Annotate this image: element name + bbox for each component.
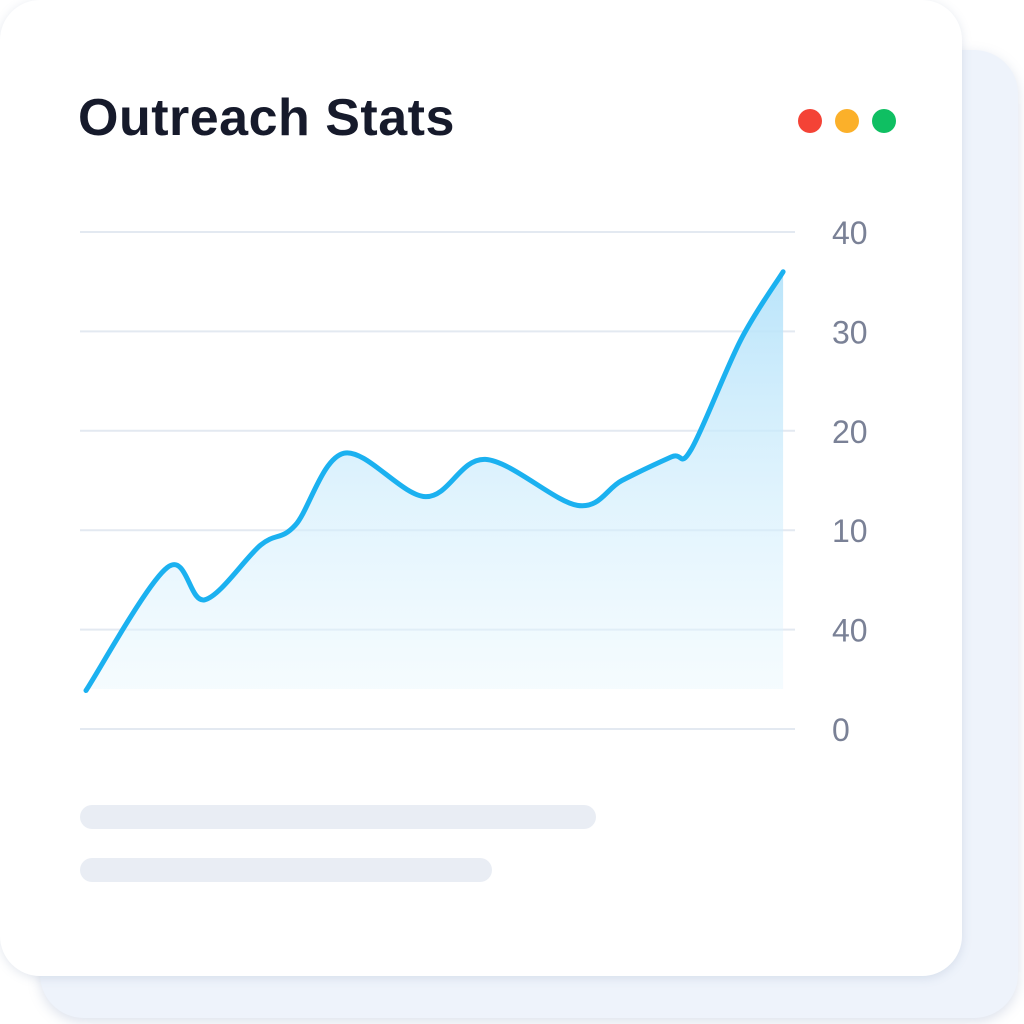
maximize-dot-icon[interactable] bbox=[872, 109, 896, 133]
y-tick-label: 20 bbox=[832, 414, 868, 450]
line-chart: 40 30 20 10 40 0 bbox=[80, 215, 868, 748]
y-tick-label: 30 bbox=[832, 314, 868, 350]
y-tick-label: 0 bbox=[832, 712, 850, 748]
placeholder-text-line bbox=[80, 858, 492, 882]
chart-area-fill bbox=[86, 271, 784, 691]
outreach-stats-card: Outreach Stats 40 30 20 10 40 0 bbox=[78, 89, 896, 882]
y-tick-label: 40 bbox=[832, 613, 868, 649]
y-tick-label: 10 bbox=[832, 513, 868, 549]
y-tick-label: 40 bbox=[832, 215, 868, 251]
minimize-dot-icon[interactable] bbox=[835, 109, 859, 133]
placeholder-text-line bbox=[80, 805, 596, 829]
close-dot-icon[interactable] bbox=[798, 109, 822, 133]
card-title: Outreach Stats bbox=[78, 89, 455, 147]
window-controls bbox=[798, 109, 896, 133]
chart-series-line bbox=[83, 269, 786, 693]
